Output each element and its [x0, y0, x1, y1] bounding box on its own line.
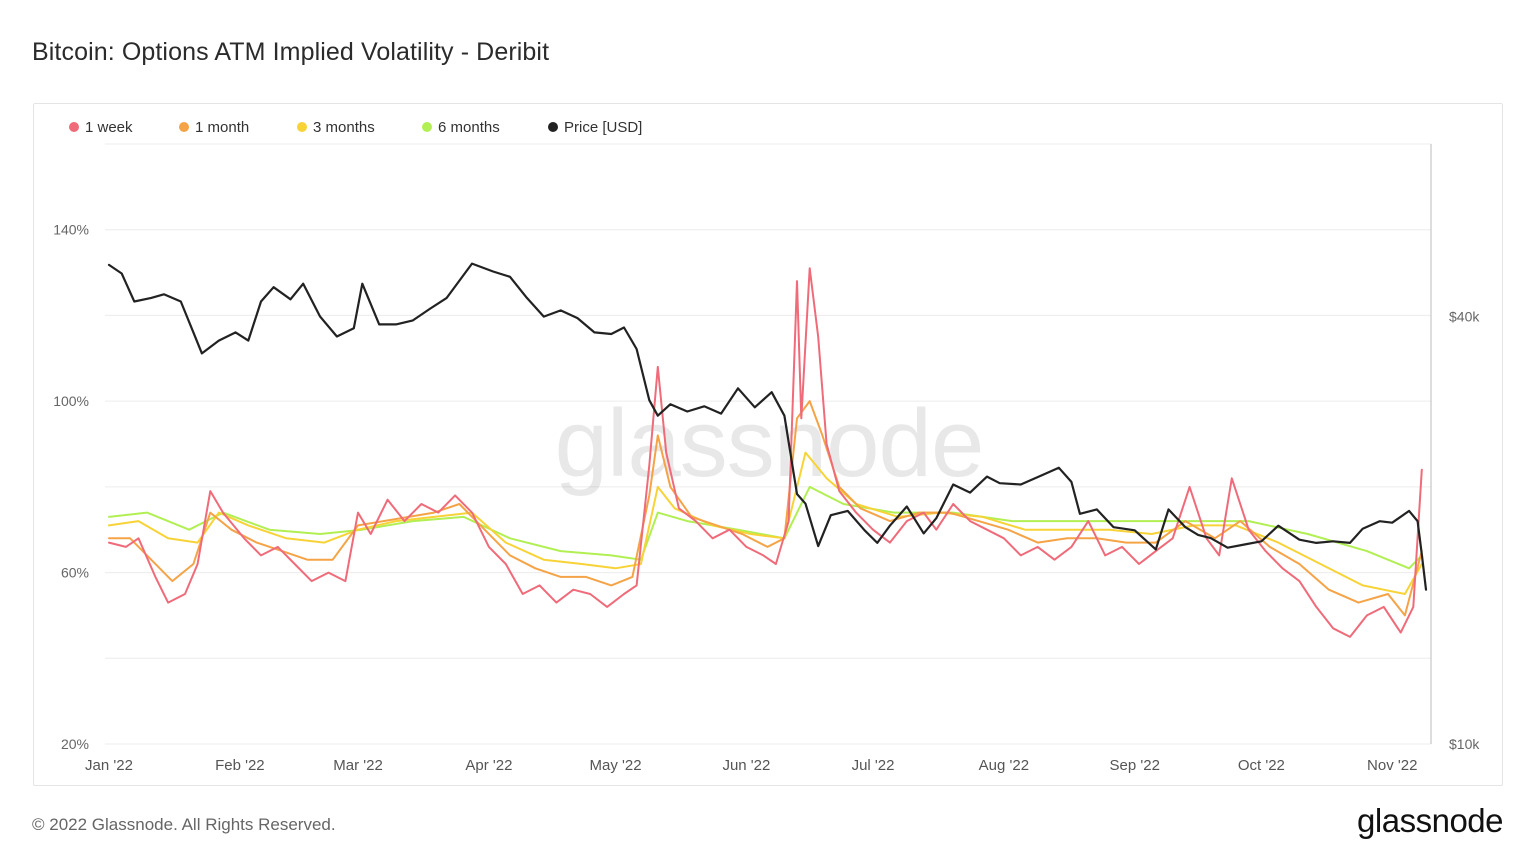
- legend-item-1w[interactable]: 1 week: [69, 119, 133, 136]
- x-tick-label: May '22: [590, 757, 642, 774]
- copyright-text: © 2022 Glassnode. All Rights Reserved.: [32, 815, 336, 834]
- x-tick-label: Aug '22: [979, 757, 1029, 774]
- legend-label: 1 month: [195, 119, 249, 136]
- y-right-tick-label: $10k: [1449, 736, 1480, 752]
- x-tick-label: Jul '22: [852, 757, 895, 774]
- axes: 20% 60% 100% 140% $10k $40k Jan '22 Feb '22 Mar …: [53, 222, 1480, 774]
- legend-item-price[interactable]: Price [USD]: [548, 119, 642, 136]
- series-line-1w: [108, 267, 1423, 638]
- legend-marker: [422, 122, 432, 132]
- legend-item-1m[interactable]: 1 month: [179, 119, 249, 136]
- x-tick-label: Feb '22: [215, 757, 265, 774]
- chart-title: Bitcoin: Options ATM Implied Volatility …: [32, 38, 550, 66]
- x-tick-label: Oct '22: [1238, 757, 1285, 774]
- legend-label: 1 week: [85, 119, 133, 136]
- y-left-tick-label: 100%: [53, 393, 89, 409]
- legend-item-3m[interactable]: 3 months: [297, 119, 375, 136]
- chart-svg[interactable]: glassnode 20% 60% 100% 140% $10k $40k Jan '22 F…: [34, 104, 1504, 787]
- legend: 1 week 1 month 3 months 6 months Price [USD]: [69, 119, 642, 136]
- legend-marker: [548, 122, 558, 132]
- gridlines: [105, 143, 1432, 745]
- legend-label: 3 months: [313, 119, 375, 136]
- y-right-tick-label: $40k: [1449, 309, 1480, 325]
- legend-marker: [297, 122, 307, 132]
- legend-marker: [69, 122, 79, 132]
- legend-label: 6 months: [438, 119, 500, 136]
- y-left-tick-label: 60%: [61, 565, 89, 581]
- series-lines: [107, 262, 1428, 638]
- watermark-glassnode: glassnode: [555, 390, 984, 497]
- y-left-tick-label: 20%: [61, 736, 89, 752]
- glassnode-logo[interactable]: glassnode: [1357, 802, 1503, 839]
- y-left-tick-label: 140%: [53, 222, 89, 238]
- series-line-3m: [108, 451, 1423, 595]
- series-line-price: [107, 262, 1428, 591]
- legend-item-6m[interactable]: 6 months: [422, 119, 500, 136]
- chart-panel: glassnode 20% 60% 100% 140% $10k $40k Jan '22 F…: [33, 103, 1503, 786]
- x-tick-label: Sep '22: [1110, 757, 1160, 774]
- x-tick-label: Nov '22: [1367, 757, 1417, 774]
- x-tick-label: Apr '22: [465, 757, 512, 774]
- x-tick-label: Jun '22: [722, 757, 770, 774]
- legend-marker: [179, 122, 189, 132]
- x-tick-label: Mar '22: [333, 757, 383, 774]
- x-tick-label: Jan '22: [85, 757, 133, 774]
- legend-label: Price [USD]: [564, 119, 642, 136]
